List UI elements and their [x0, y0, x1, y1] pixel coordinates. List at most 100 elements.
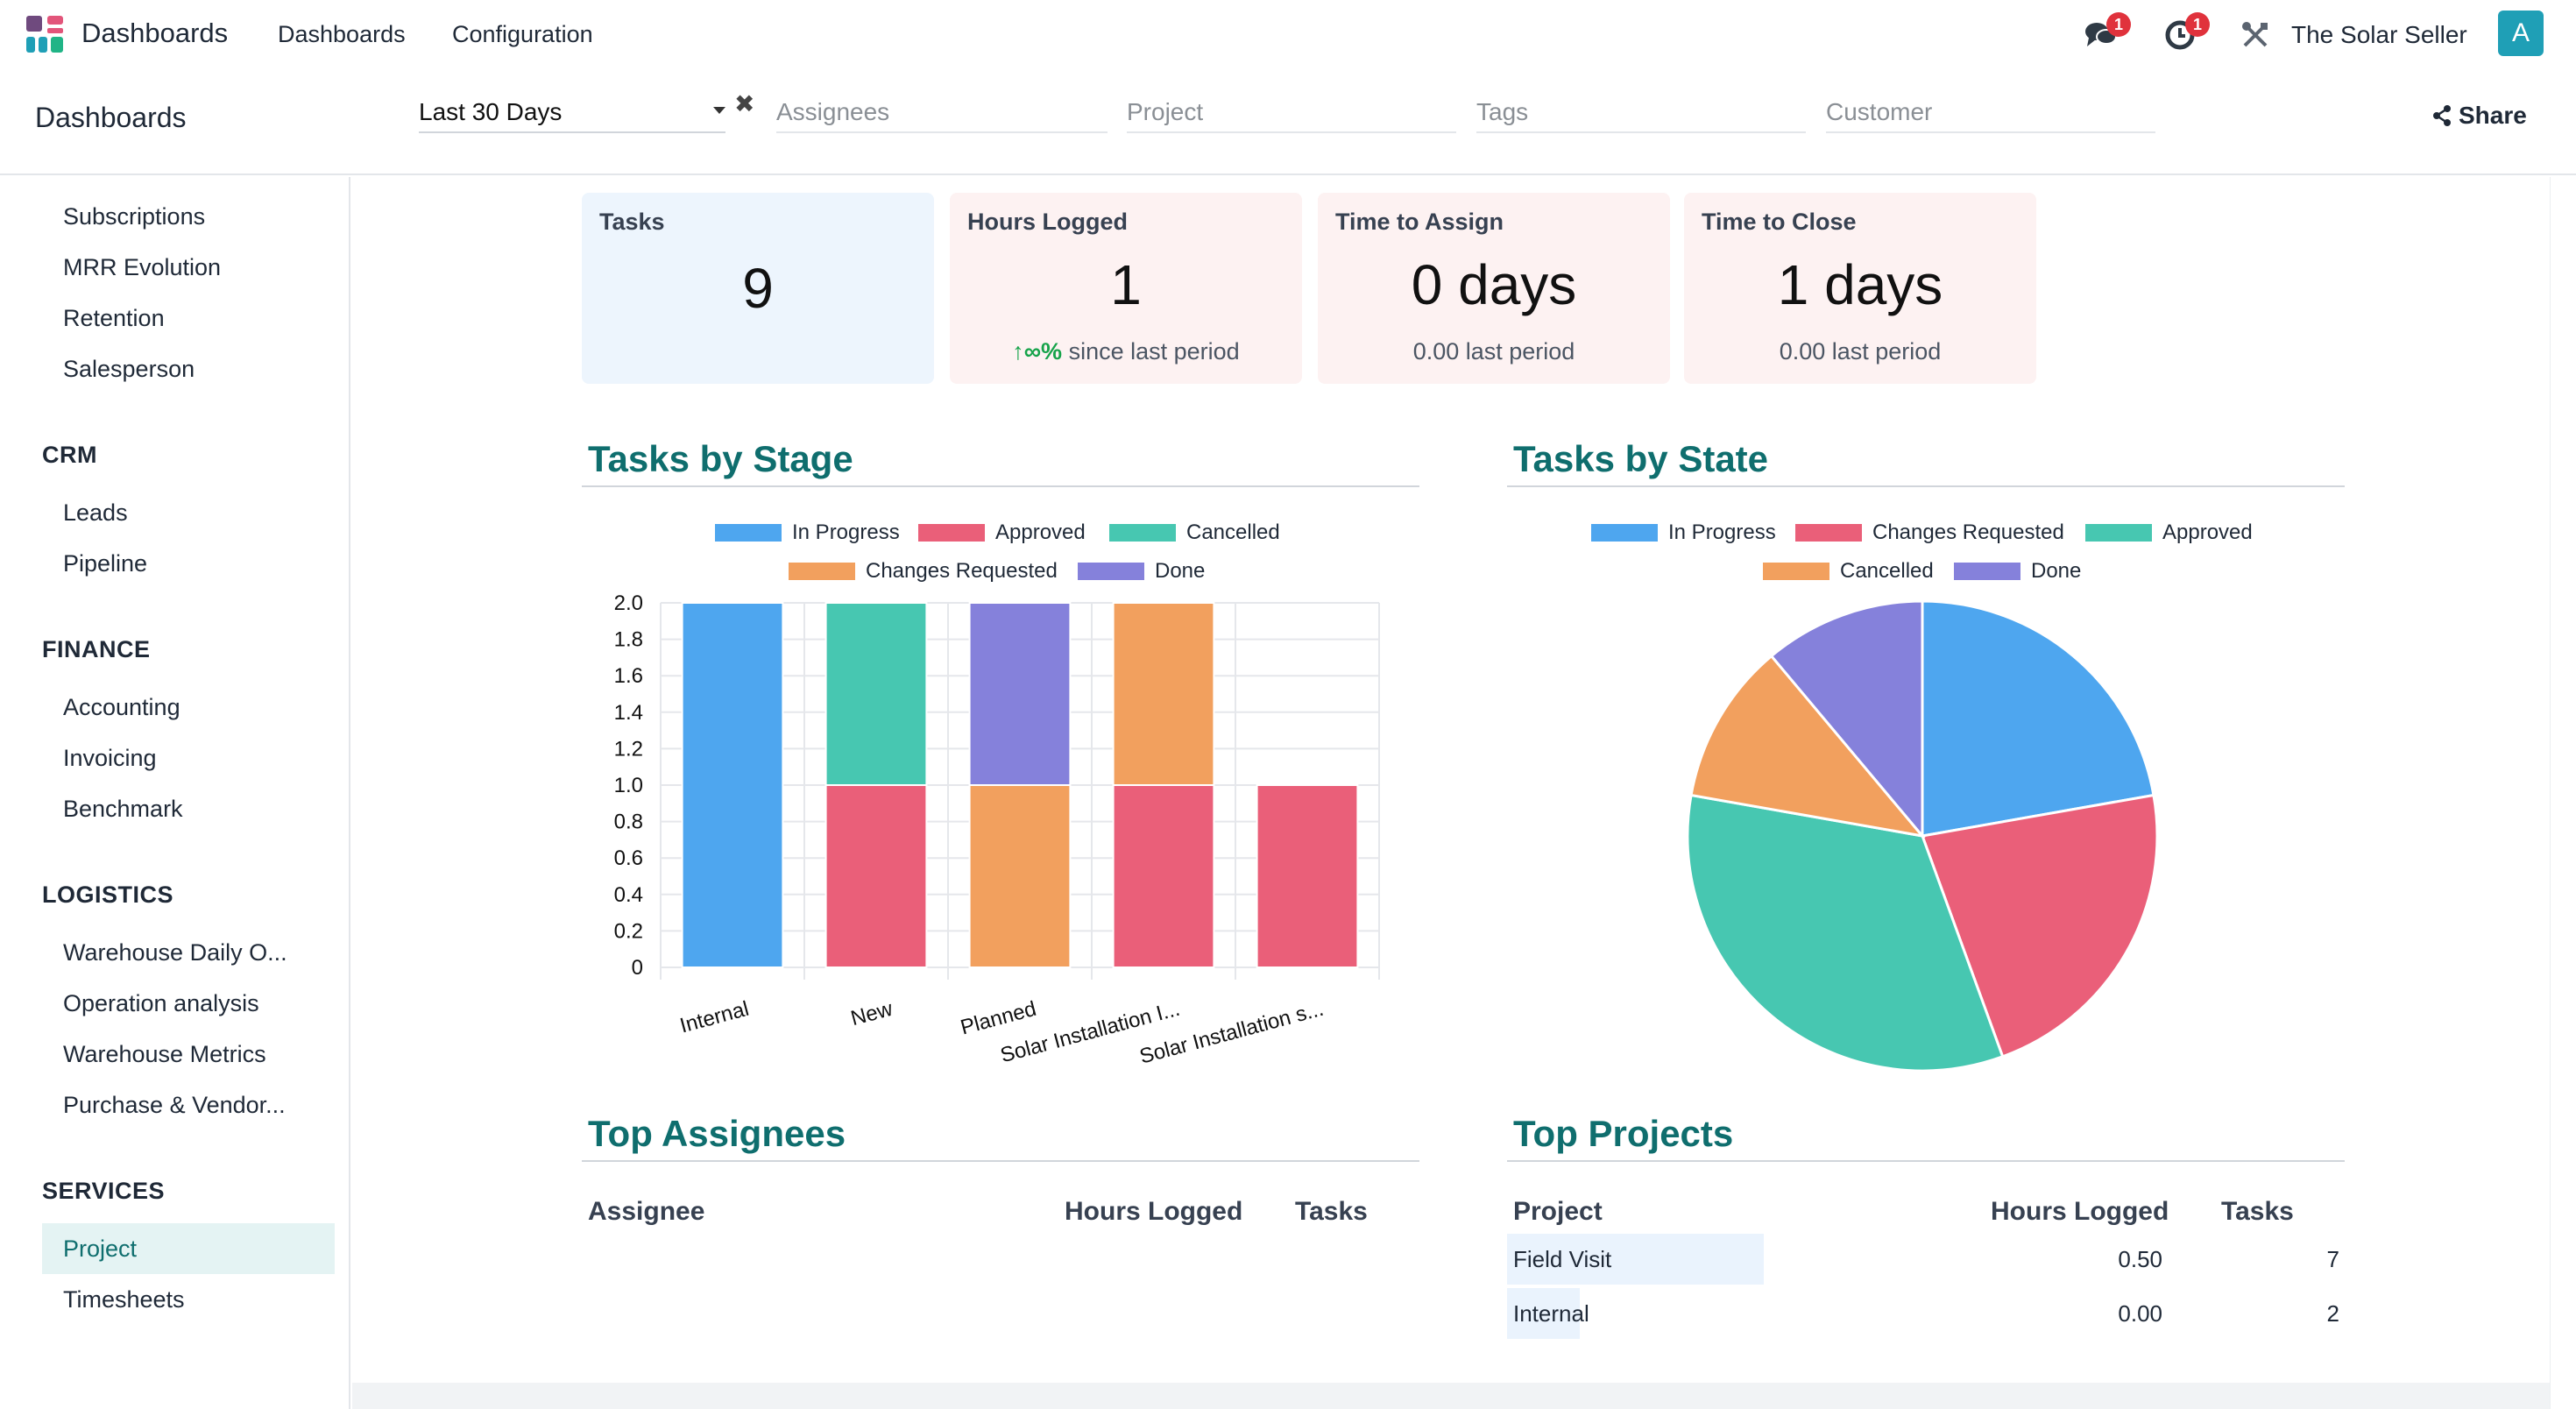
control-panel: Dashboards Last 30 Days ✖ Assignees Proj…	[0, 70, 2576, 175]
legend-label: In Progress	[1668, 520, 1776, 544]
kpi-card-time-to-close[interactable]: Time to Close 1 days 0.00 last period	[1684, 193, 2036, 384]
legend-item-cancelled[interactable]: Cancelled	[1763, 559, 1934, 584]
legend-item-done[interactable]: Done	[1078, 559, 1205, 584]
legend-item-done[interactable]: Done	[1954, 559, 2081, 584]
sidebar-item-invoicing[interactable]: Invoicing	[63, 745, 157, 771]
sidebar-item-salesperson[interactable]: Salesperson	[63, 356, 195, 382]
sidebar-item-project[interactable]: Project	[63, 1236, 138, 1262]
column-header-tasks[interactable]: Tasks	[1295, 1197, 1368, 1226]
kpi-subtitle: 0.00 last period	[1412, 338, 1575, 365]
assignees-filter-input[interactable]: Assignees	[776, 95, 1108, 133]
sidebar-item-operation-analysis[interactable]: Operation analysis	[63, 990, 259, 1016]
section-title-top-assignees: Top Assignees	[588, 1113, 846, 1154]
sidebar-item-purchase-vendor[interactable]: Purchase & Vendor...	[63, 1092, 286, 1118]
kpi-card-tasks[interactable]: Tasks 9	[582, 193, 934, 384]
project-name[interactable]: Internal	[1513, 1300, 1589, 1327]
menu-dashboards[interactable]: Dashboards	[278, 21, 406, 47]
legend-item-in-progress[interactable]: In Progress	[715, 520, 900, 545]
column-header-hours-logged[interactable]: Hours Logged	[1065, 1197, 1243, 1226]
section-divider	[582, 1160, 1419, 1162]
legend-item-approved[interactable]: Approved	[918, 520, 1086, 545]
legend-item-approved[interactable]: Approved	[2085, 520, 2253, 545]
sidebar-item-warehouse-metrics[interactable]: Warehouse Metrics	[63, 1041, 266, 1067]
kpi-title: Time to Close	[1702, 209, 1857, 235]
app-title[interactable]: Dashboards	[81, 18, 229, 48]
scrollbar[interactable]	[2550, 177, 2576, 1409]
legend-swatch	[1078, 563, 1144, 580]
legend-item-cancelled[interactable]: Cancelled	[1109, 520, 1280, 545]
sidebar-item-pipeline[interactable]: Pipeline	[63, 550, 148, 577]
column-header-tasks[interactable]: Tasks	[2221, 1197, 2294, 1226]
legend-label: Cancelled	[1186, 520, 1280, 544]
user-avatar[interactable]: A	[2498, 11, 2544, 56]
breadcrumb: Dashboards	[35, 102, 187, 133]
sidebar-item-warehouse-daily[interactable]: Warehouse Daily O...	[63, 939, 287, 966]
sidebar-item-benchmark[interactable]: Benchmark	[63, 796, 183, 822]
legend-swatch	[1795, 524, 1862, 542]
legend-item-in-progress[interactable]: In Progress	[1591, 520, 1776, 545]
chat-bubbles-icon: 1	[2082, 12, 2131, 54]
legend-swatch	[1954, 563, 2020, 580]
share-label: Share	[2459, 102, 2527, 129]
column-header-assignee[interactable]: Assignee	[588, 1197, 705, 1226]
tasks-by-state-chart[interactable]	[1665, 596, 2190, 1087]
section-divider	[1507, 485, 2345, 487]
kpi-card-hours-logged[interactable]: Hours Logged 1 ↑∞% since last period	[950, 193, 1302, 384]
sidebar-item-timesheets[interactable]: Timesheets	[63, 1286, 185, 1313]
project-name[interactable]: Field Visit	[1513, 1246, 1612, 1272]
share-button[interactable]: Share	[2432, 102, 2527, 130]
legend-item-changes-requested[interactable]: Changes Requested	[1795, 520, 2064, 545]
sidebar-item-accounting[interactable]: Accounting	[63, 694, 180, 720]
assignees-placeholder: Assignees	[776, 98, 890, 125]
sidebar-item-mrr-evolution[interactable]: MRR Evolution	[63, 254, 222, 280]
kpi-subtitle: ↑∞% since last period	[950, 338, 1302, 365]
pie-slice	[1686, 793, 2005, 1073]
sidebar-item-subscriptions[interactable]: Subscriptions	[63, 203, 206, 230]
tags-filter-input[interactable]: Tags	[1476, 95, 1806, 133]
customer-filter-input[interactable]: Customer	[1826, 95, 2155, 133]
x-tick-label: Internal	[677, 997, 751, 1038]
date-range-select[interactable]: Last 30 Days	[419, 95, 725, 133]
sidebar-heading-logistics: LOGISTICS	[42, 882, 174, 908]
customer-placeholder: Customer	[1826, 98, 1933, 125]
kpi-subtitle: 0.00 last period	[1779, 338, 1942, 365]
legend-item-changes-requested[interactable]: Changes Requested	[789, 559, 1058, 584]
dashboards-app-icon[interactable]	[26, 16, 65, 54]
x-tick-label: Planned	[958, 997, 1038, 1040]
project-filter-input[interactable]: Project	[1127, 95, 1456, 133]
kpi-card-time-to-assign[interactable]: Time to Assign 0 days 0.00 last period	[1318, 193, 1670, 384]
tasks-by-stage-chart[interactable]: 2.0 1.8 1.6 1.4 1.2 1.0 0.8 0.6 0.4 0.2 0 Internal N…	[582, 578, 1419, 1069]
column-header-project[interactable]: Project	[1513, 1197, 1603, 1226]
sidebar-active-highlight	[42, 1223, 335, 1274]
kpi-sub-text: since last period	[1068, 338, 1240, 365]
hours-logged-value: 0.00	[2118, 1300, 2162, 1327]
column-header-hours-logged[interactable]: Hours Logged	[1991, 1197, 2169, 1226]
menu-configuration[interactable]: Configuration	[452, 21, 593, 47]
clock-icon: 1	[2161, 12, 2210, 54]
legend-swatch	[715, 524, 782, 542]
debug-tools-button[interactable]	[2236, 11, 2275, 60]
y-tick-label: 1.4	[614, 701, 643, 725]
y-tick-label: 0.8	[614, 811, 643, 834]
sidebar-item-retention[interactable]: Retention	[63, 305, 165, 331]
bar-segment	[681, 602, 784, 968]
legend-swatch	[789, 563, 855, 580]
dashboard-sidebar: Subscriptions MRR Evolution Retention Sa…	[0, 177, 350, 1409]
kpi-title: Time to Assign	[1335, 209, 1504, 235]
tags-placeholder: Tags	[1476, 98, 1529, 125]
legend-swatch	[1591, 524, 1658, 542]
kpi-value: 1 days	[1777, 253, 1943, 316]
sidebar-heading-services: SERVICES	[42, 1178, 166, 1204]
hours-logged-value: 0.50	[2118, 1246, 2162, 1272]
sidebar-item-leads[interactable]: Leads	[63, 499, 128, 526]
table-row[interactable]: Internal 0.00 2	[1507, 1288, 2345, 1339]
pie-slice	[1769, 599, 1924, 840]
kpi-title: Tasks	[599, 209, 665, 235]
company-switcher[interactable]: The Solar Seller	[2291, 21, 2467, 48]
messages-button[interactable]: 1	[2082, 11, 2131, 60]
activities-button[interactable]: 1	[2161, 11, 2210, 60]
x-tick-label: New	[848, 997, 895, 1031]
table-row[interactable]: Field Visit 0.50 7	[1507, 1234, 2345, 1285]
clear-filter-icon[interactable]: ✖	[734, 90, 755, 117]
sidebar-heading-finance: FINANCE	[42, 636, 151, 662]
